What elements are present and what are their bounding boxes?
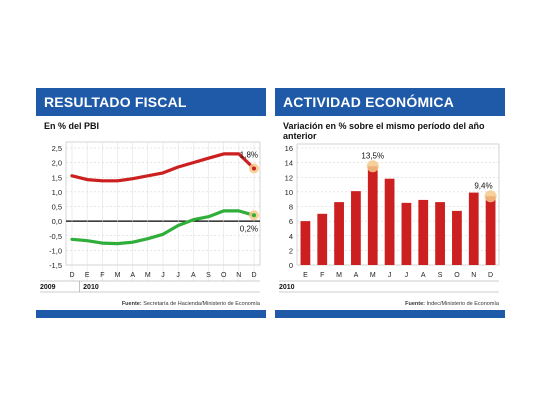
year-label-2010: 2010	[83, 284, 99, 291]
x-tick-label: A	[421, 272, 426, 279]
x-tick-label: J	[388, 272, 392, 279]
source-text: Secretaría de Hacienda/Ministerio de Eco…	[143, 301, 261, 307]
y-tick-label: -1,0	[49, 246, 62, 255]
x-tick-label: A	[130, 272, 135, 279]
year-label-2009: 2009	[40, 284, 56, 291]
bar	[435, 202, 445, 265]
x-tick-label: F	[320, 272, 324, 279]
y-tick-label: -1,5	[49, 261, 62, 270]
bar	[367, 166, 378, 265]
x-tick-label: J	[161, 272, 165, 279]
activity-chart-title: ACTIVIDAD ECONÓMICA	[275, 88, 505, 116]
x-tick-label: J	[405, 272, 409, 279]
x-tick-label: F	[100, 272, 104, 279]
bar	[452, 210, 462, 265]
bar-highlight	[484, 190, 497, 203]
x-tick-label: M	[336, 272, 342, 279]
y-tick-label: 12	[285, 173, 293, 182]
bar	[334, 202, 344, 265]
x-tick-label: J	[176, 272, 180, 279]
annotation-label: 1,8%	[240, 150, 258, 159]
x-tick-label: N	[471, 272, 476, 279]
x-tick-label: A	[354, 272, 359, 279]
x-tick-label: D	[251, 272, 256, 279]
series-endpoint-1	[252, 213, 256, 218]
x-tick-label: D	[488, 272, 493, 279]
x-tick-label: O	[221, 272, 227, 279]
y-tick-label: 2	[289, 246, 293, 255]
series-line-0	[70, 152, 256, 183]
source-text: Indec/Ministerio de Economía	[427, 301, 500, 307]
y-tick-label: 16	[285, 144, 293, 153]
bar	[468, 192, 479, 265]
y-tick-label: 6	[289, 217, 293, 226]
x-tick-label: D	[69, 272, 74, 279]
y-tick-label: 10	[285, 188, 293, 197]
source-label: Fuente:	[405, 301, 426, 307]
x-tick-label: E	[85, 272, 90, 279]
bar	[317, 213, 328, 265]
x-tick-label: M	[115, 272, 121, 279]
x-tick-label: N	[236, 272, 241, 279]
y-tick-label: 2,5	[52, 144, 62, 153]
plot-area	[296, 143, 500, 266]
activity-chart-panel: ACTIVIDAD ECONÓMICA Variación en % sobre…	[275, 88, 505, 318]
series-endpoint-0	[252, 166, 256, 171]
fiscal-chart-title: RESULTADO FISCAL	[36, 88, 266, 116]
activity-bar-chart: 16 14 12 10 8 6 4 2 0 E F M A M J J A S O N D 13,5% 9,4% 2010 Fu…	[279, 143, 500, 307]
year-label-2010: 2010	[279, 284, 295, 291]
bar	[384, 178, 395, 265]
fiscal-footer-bar	[36, 310, 266, 318]
x-tick-label: S	[206, 272, 211, 279]
series-line-1	[70, 209, 256, 246]
annotation-label: 0,2%	[240, 224, 258, 233]
x-tick-label: M	[370, 272, 376, 279]
bar	[401, 202, 412, 265]
fiscal-chart-subtitle: En % del PBI	[44, 121, 100, 131]
x-tick-label: S	[438, 272, 443, 279]
x-tick-label: O	[454, 272, 460, 279]
y-tick-label: 0	[289, 261, 293, 270]
bar	[418, 199, 429, 265]
bar-highlight	[366, 160, 379, 173]
bar	[351, 191, 361, 265]
y-tick-label: 14	[285, 159, 293, 168]
source-label: Fuente:	[122, 301, 143, 307]
activity-chart-subtitle: Variación en % sobre el mismo período de…	[283, 121, 485, 141]
source-note: Fuente: Secretaría de Hacienda/Ministeri…	[122, 301, 261, 307]
y-tick-label: 0,0	[52, 217, 62, 226]
x-tick-label: A	[191, 272, 196, 279]
annotation-label: 13,5%	[361, 151, 384, 160]
x-tick-label: M	[145, 272, 151, 279]
y-tick-label: 4	[289, 232, 293, 241]
y-tick-label: -0,5	[49, 232, 62, 241]
x-tick-label: E	[303, 272, 308, 279]
bar	[485, 196, 496, 265]
y-tick-label: 1,0	[52, 188, 62, 197]
y-tick-label: 1,5	[52, 173, 62, 182]
fiscal-line-chart: 2,5 2,0 1,5 1,0 0,5 0,0 -0,5 -1,0 -1,5 D E F M A M J J A S…	[40, 141, 261, 307]
bar	[300, 221, 311, 265]
y-tick-label: 2,0	[52, 159, 62, 168]
source-note: Fuente: Indec/Ministerio de Economía	[405, 301, 500, 307]
activity-footer-bar	[275, 310, 505, 318]
y-tick-label: 0,5	[52, 203, 62, 212]
annotation-label: 9,4%	[474, 181, 492, 190]
fiscal-chart-panel: RESULTADO FISCAL En % del PBI 2,5 2,0 1,5 1…	[36, 88, 266, 318]
y-tick-label: 8	[289, 203, 293, 212]
